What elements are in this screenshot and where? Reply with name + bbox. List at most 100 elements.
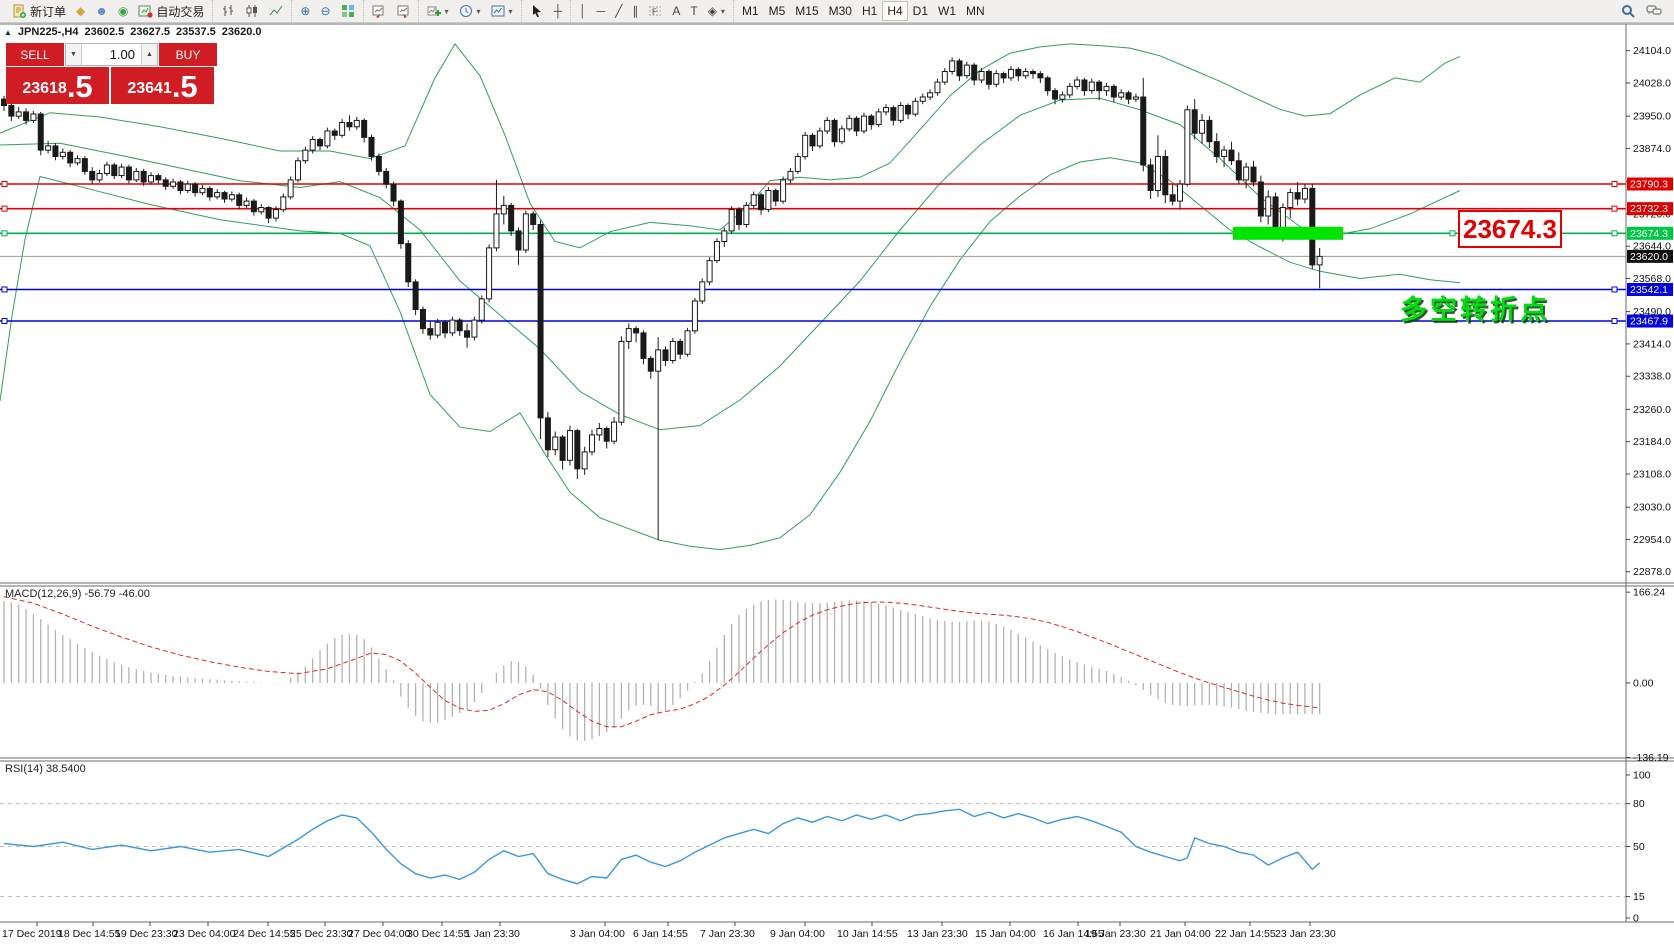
svg-text:15 Jan 04:00: 15 Jan 04:00 [975, 928, 1036, 940]
arrows-button-dropdown-icon[interactable]: ▾ [720, 6, 725, 16]
price-callout-box[interactable]: 23674.3 [1458, 210, 1562, 248]
templates-button[interactable]: ▾ [486, 1, 518, 21]
templates-button-dropdown-icon[interactable]: ▾ [508, 6, 513, 16]
deposit-button[interactable]: ◆ [71, 1, 90, 21]
tf-h1-button[interactable]: H1 [857, 1, 882, 21]
symbol-info: ▲ JPN225-,H4 23602.5 23627.5 23537.5 236… [4, 26, 262, 38]
highlight[interactable] [1233, 226, 1343, 240]
tf-m1-button-label: M1 [741, 4, 759, 18]
candles-chart-icon [245, 4, 259, 18]
price-axis-labels: 23790.3 23732.3 23674.3 23542.1 23467.9 23620… [1627, 177, 1673, 328]
turning-point-annotation[interactable]: 多空转折点 [1400, 295, 1550, 325]
bars-chart-icon [221, 4, 235, 18]
trendline-button[interactable]: ╱ [610, 1, 627, 21]
hline-anchor[interactable] [1611, 286, 1618, 293]
auto-arrange-button[interactable] [367, 1, 391, 21]
text-button[interactable]: A [667, 1, 685, 21]
line-chart-button[interactable] [264, 1, 288, 21]
svg-text:19 Dec 23:30: 19 Dec 23:30 [115, 928, 178, 940]
svg-text:18 Dec 14:55: 18 Dec 14:55 [58, 928, 121, 940]
candles-chart-button[interactable] [240, 1, 264, 21]
svg-text:13 Jan 23:30: 13 Jan 23:30 [907, 928, 968, 940]
hline-anchor[interactable] [1611, 318, 1618, 325]
fibonacci-button[interactable]: F [643, 1, 667, 21]
channel-button[interactable]: ∥ [627, 1, 643, 21]
tf-w1-button[interactable]: W1 [933, 1, 961, 21]
periods-button[interactable]: ▾ [454, 1, 486, 21]
toolbar-group-arrange [362, 0, 418, 22]
new-order-button[interactable]: 新订单 [7, 1, 71, 21]
svg-text:23674.3: 23674.3 [1630, 228, 1668, 240]
svg-text:30 Dec 14:55: 30 Dec 14:55 [407, 928, 470, 940]
support-highlight-bar[interactable] [1233, 226, 1343, 240]
buy-button[interactable]: BUY [159, 43, 217, 66]
buy-price-pips: .5 [171, 69, 198, 104]
arrows-icon: ◈ [707, 4, 717, 18]
svg-text:19 Jan 23:30: 19 Jan 23:30 [1085, 928, 1146, 940]
hline-anchor[interactable] [1, 230, 8, 237]
svg-text:-136.19: -136.19 [1633, 752, 1669, 764]
tf-h1-button-label: H1 [861, 4, 878, 18]
hline-anchor[interactable] [1, 205, 8, 212]
arrows-button[interactable]: ◈ ▾ [703, 1, 730, 21]
tile-windows-button[interactable] [336, 1, 360, 21]
cursor-button[interactable] [525, 1, 549, 21]
tf-m5-button[interactable]: M5 [764, 1, 791, 21]
hline-anchor[interactable] [1449, 230, 1456, 237]
zoom-out-button[interactable]: ⊖ [315, 1, 335, 21]
zoom-in-button[interactable]: ⊕ [295, 1, 315, 21]
crosshair-button[interactable]: ┼ [549, 1, 568, 21]
svg-text:21 Jan 04:00: 21 Jan 04:00 [1150, 928, 1211, 940]
auto-arrange-icon [372, 4, 386, 18]
text-label-button[interactable]: T [685, 1, 702, 21]
hline-anchor[interactable] [1, 286, 8, 293]
buy-price-button[interactable]: 23641.5 [111, 67, 214, 104]
svg-text:23790.3: 23790.3 [1630, 179, 1668, 191]
indicators-button-dropdown-icon[interactable]: ▾ [444, 6, 449, 16]
tf-m1-button[interactable]: M1 [737, 1, 764, 21]
volume-value[interactable]: 1.00 [109, 47, 135, 62]
cursor-icon [530, 4, 544, 18]
svg-text:22 Jan 14:55: 22 Jan 14:55 [1215, 928, 1276, 940]
horizontal-line-button[interactable]: ─ [592, 1, 611, 21]
chart-shift-button[interactable] [391, 1, 415, 21]
hline-anchor[interactable] [1611, 181, 1618, 187]
bars-chart-button[interactable] [216, 1, 240, 21]
volume-increase-icon[interactable]: ▲ [141, 44, 157, 65]
indicators-button[interactable]: ▾ [422, 1, 454, 21]
sell-button[interactable]: SELL [6, 43, 64, 66]
tf-d1-button[interactable]: D1 [908, 1, 933, 21]
sell-price-pips: .5 [66, 69, 93, 104]
search-button[interactable] [1616, 1, 1641, 21]
volume-stepper[interactable]: ▼ 1.00 ▲ [65, 43, 158, 66]
tf-m30-button[interactable]: M30 [824, 1, 857, 21]
signals-button[interactable]: ◉ [113, 1, 133, 21]
hline-anchor[interactable] [1611, 205, 1618, 212]
vertical-line-button[interactable]: │ [574, 1, 592, 21]
new-order-button-label: 新订单 [30, 4, 67, 19]
sell-price-button[interactable]: 23618.5 [6, 67, 109, 104]
autotrade-icon [138, 4, 153, 19]
chat-button[interactable] [1641, 1, 1667, 21]
svg-text:23620.0: 23620.0 [1630, 251, 1668, 263]
periods-button-dropdown-icon[interactable]: ▾ [476, 6, 481, 16]
community-button[interactable]: ☻ [90, 1, 113, 21]
price-axis[interactable]: 24104.024028.023950.023874.023796.023720… [1626, 45, 1671, 578]
volume-decrease-icon[interactable]: ▼ [66, 44, 82, 65]
one-click-panel-toggle[interactable]: ▲ [4, 27, 12, 37]
tf-h4-button[interactable]: H4 [882, 1, 908, 21]
community-icon: ☻ [95, 4, 108, 18]
hline-anchor[interactable] [1611, 230, 1618, 237]
tf-m15-button[interactable]: M15 [790, 1, 823, 21]
autotrade-button[interactable]: 自动交易 [133, 1, 209, 21]
vertical-line-icon: │ [579, 4, 587, 18]
hline-anchor[interactable] [1, 181, 8, 187]
rsi-indicator-label: RSI(14) 38.5400 [5, 763, 86, 775]
svg-text:23950.0: 23950.0 [1633, 111, 1671, 123]
hline-anchor[interactable] [1, 318, 8, 325]
tf-mn-button[interactable]: MN [961, 1, 990, 21]
